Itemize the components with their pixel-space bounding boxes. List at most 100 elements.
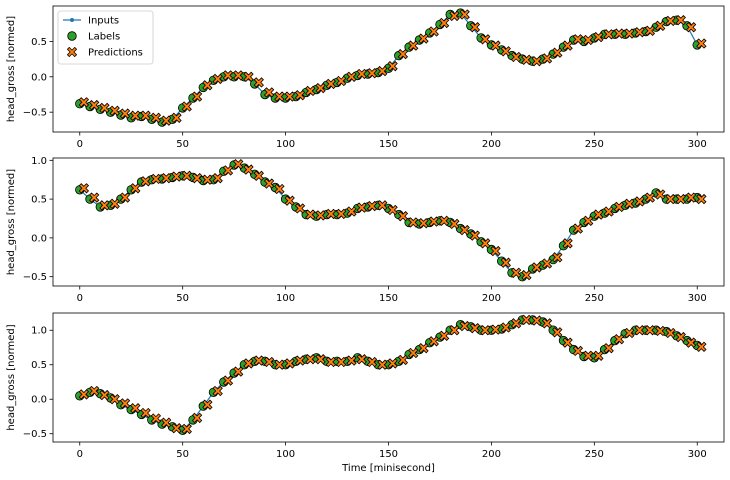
prediction-point bbox=[233, 159, 244, 170]
prediction-point bbox=[665, 327, 676, 339]
prediction-point bbox=[140, 176, 151, 187]
x-tick-label: 100 bbox=[276, 293, 295, 304]
prediction-point bbox=[593, 209, 604, 220]
prediction-point bbox=[583, 34, 594, 46]
prediction-point bbox=[583, 350, 594, 361]
x-tick-label: 200 bbox=[482, 139, 501, 150]
y-tick-label: −0.5 bbox=[23, 108, 47, 119]
x-tick-label: 50 bbox=[176, 449, 189, 460]
prediction-point bbox=[222, 165, 234, 176]
prediction-point bbox=[130, 183, 141, 194]
prediction-point bbox=[274, 359, 285, 370]
prediction-point bbox=[685, 22, 697, 33]
prediction-point bbox=[490, 245, 501, 257]
prediction-point bbox=[552, 252, 563, 263]
prediction-point bbox=[449, 10, 460, 22]
x-tick-label: 300 bbox=[688, 449, 707, 460]
prediction-point bbox=[624, 327, 635, 339]
prediction-point bbox=[212, 173, 223, 184]
prediction-point bbox=[263, 87, 275, 98]
y-tick-label: −0.5 bbox=[23, 272, 47, 283]
prediction-point bbox=[366, 200, 378, 212]
prediction-point bbox=[387, 204, 398, 216]
y-tick-label: 0.5 bbox=[31, 360, 47, 371]
prediction-point bbox=[603, 29, 614, 40]
prediction-point bbox=[665, 15, 676, 27]
prediction-point bbox=[428, 216, 439, 227]
prediction-point bbox=[469, 323, 481, 334]
prediction-point bbox=[336, 75, 347, 87]
prediction-point bbox=[181, 170, 192, 181]
prediction-point bbox=[243, 358, 254, 369]
prediction-point bbox=[541, 258, 553, 269]
prediction-point bbox=[552, 327, 563, 338]
prediction-point bbox=[99, 389, 110, 401]
prediction-point bbox=[490, 40, 501, 51]
prediction-point bbox=[212, 385, 223, 397]
prediction-point bbox=[140, 407, 151, 419]
prediction-point bbox=[161, 417, 172, 428]
prediction-point bbox=[572, 34, 584, 45]
prediction-point bbox=[500, 257, 511, 268]
x-tick-label: 150 bbox=[379, 449, 398, 460]
prediction-point bbox=[593, 31, 604, 43]
prediction-point bbox=[531, 315, 542, 326]
prediction-point bbox=[294, 355, 306, 366]
prediction-point bbox=[222, 375, 234, 386]
prediction-point bbox=[202, 399, 213, 410]
prediction-point bbox=[449, 218, 460, 230]
prediction-point bbox=[315, 354, 326, 365]
prediction-point bbox=[274, 91, 285, 102]
prediction-point bbox=[418, 218, 429, 229]
prediction-point bbox=[397, 211, 409, 222]
prediction-point bbox=[613, 28, 625, 39]
prediction-point bbox=[531, 262, 542, 273]
prediction-point bbox=[325, 356, 337, 368]
prediction-point bbox=[336, 356, 347, 368]
prediction-point bbox=[665, 193, 676, 205]
y-axis-label: head_gross [normed] bbox=[6, 324, 17, 430]
prediction-point bbox=[583, 215, 594, 226]
prediction-point bbox=[521, 269, 532, 281]
x-axis-label: Time [minisecond] bbox=[341, 463, 435, 474]
prediction-point bbox=[644, 192, 656, 203]
prediction-point bbox=[408, 40, 419, 51]
x-tick-label: 150 bbox=[379, 293, 398, 304]
prediction-point bbox=[377, 65, 388, 77]
prediction-point bbox=[428, 336, 439, 347]
prediction-point bbox=[356, 68, 367, 80]
prediction-point bbox=[696, 38, 707, 49]
legend-label-predictions: Predictions bbox=[88, 48, 143, 59]
prediction-point bbox=[377, 200, 388, 211]
prediction-point bbox=[500, 46, 511, 57]
prediction-point bbox=[78, 389, 90, 400]
x-tick-label: 250 bbox=[585, 139, 604, 150]
prediction-point bbox=[191, 173, 203, 184]
prediction-point bbox=[263, 178, 275, 189]
prediction-point bbox=[655, 325, 666, 337]
prediction-point bbox=[613, 334, 625, 345]
prediction-point bbox=[346, 355, 357, 366]
prediction-point bbox=[408, 217, 419, 228]
prediction-point bbox=[356, 202, 367, 213]
prediction-point bbox=[233, 366, 244, 377]
subplot-3: 0 50 100 150 200 250 300 −0.5 0.0 0.5 1.0 head_gros… bbox=[6, 312, 725, 474]
prediction-point bbox=[418, 33, 429, 44]
prediction-point bbox=[78, 97, 90, 108]
subplot-1: 0 50 100 150 200 250 300 −0.5 0.0 0.5 head_gross [… bbox=[6, 5, 725, 150]
y-axis-label: head_gross [normed] bbox=[6, 16, 17, 122]
prediction-point bbox=[459, 224, 470, 236]
prediction-point bbox=[284, 358, 295, 369]
prediction-point bbox=[562, 337, 573, 348]
prediction-point bbox=[253, 170, 264, 181]
prediction-point bbox=[521, 54, 532, 65]
x-tick-label: 0 bbox=[77, 449, 83, 460]
prediction-point bbox=[480, 34, 491, 45]
prediction-point bbox=[644, 25, 656, 36]
prediction-point bbox=[150, 112, 162, 123]
prediction-point bbox=[562, 40, 573, 51]
prediction-point bbox=[408, 347, 419, 359]
prediction-point bbox=[109, 394, 120, 405]
prediction-point bbox=[130, 110, 141, 121]
